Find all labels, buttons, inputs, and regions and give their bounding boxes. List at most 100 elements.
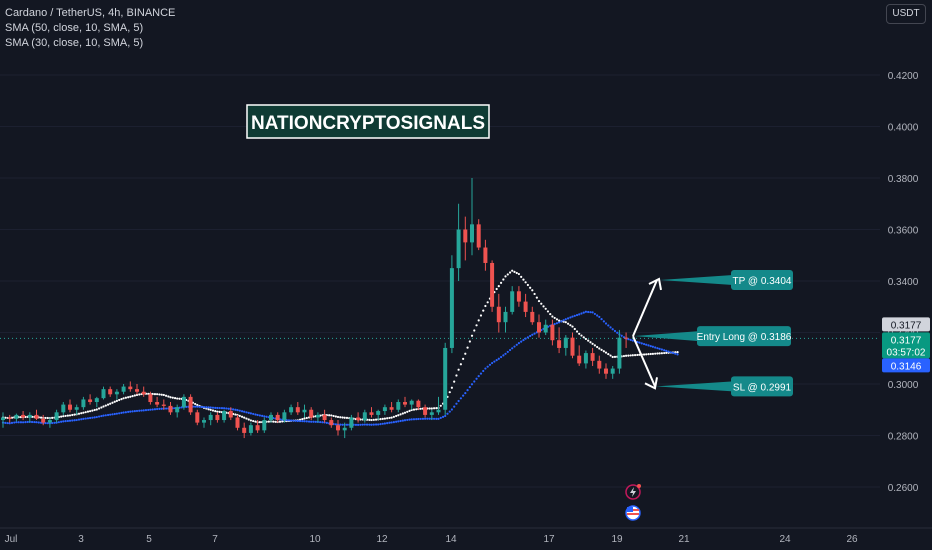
candle-body bbox=[14, 414, 19, 419]
price-axis[interactable]: 0.26000.28000.30000.32000.34000.36000.38… bbox=[880, 0, 932, 528]
sma-dot bbox=[245, 417, 248, 420]
sma-dot bbox=[390, 421, 393, 424]
sma-dot bbox=[24, 421, 27, 424]
us-flag-icon[interactable] bbox=[625, 505, 641, 521]
sma-dot bbox=[401, 419, 404, 422]
sma-dot bbox=[484, 304, 487, 308]
sma-dot bbox=[6, 421, 9, 425]
sma-dot bbox=[428, 417, 431, 420]
sma-dot bbox=[448, 410, 451, 413]
sma-dot bbox=[156, 407, 159, 411]
symbol-title[interactable]: Cardano / TetherUS, 4h, BINANCE bbox=[5, 7, 176, 19]
sma-dot bbox=[211, 406, 215, 409]
y-tick-label: 0.2800 bbox=[888, 432, 919, 443]
sma-dot bbox=[258, 414, 261, 417]
grid bbox=[0, 74, 880, 488]
sma-dot bbox=[133, 410, 136, 413]
sma-dot bbox=[475, 324, 478, 327]
sma-dot bbox=[544, 307, 547, 310]
sl-arrowhead bbox=[644, 377, 658, 390]
sma-dot bbox=[164, 394, 168, 397]
sma-dot bbox=[106, 413, 110, 417]
sma-dot bbox=[383, 422, 386, 425]
sma-50-legend[interactable]: SMA (50, close, 10, SMA, 5) bbox=[5, 22, 144, 34]
sma-dot bbox=[22, 421, 25, 424]
sma-dot bbox=[636, 353, 639, 357]
sma-dot bbox=[341, 423, 344, 426]
sma-dot bbox=[432, 407, 436, 410]
candle-body bbox=[181, 396, 186, 408]
watermark-text: NATIONCRYPTOSIGNALS bbox=[251, 113, 485, 134]
x-tick-label: 12 bbox=[376, 534, 388, 545]
candle-body bbox=[7, 417, 12, 419]
candle-body bbox=[74, 407, 79, 410]
sma-dot bbox=[658, 352, 661, 355]
sma-dot bbox=[457, 368, 460, 371]
candle-body bbox=[175, 407, 180, 413]
x-tick-label: 7 bbox=[212, 534, 218, 545]
sma-dot bbox=[278, 420, 282, 423]
candle-body bbox=[483, 247, 488, 263]
sma-dot bbox=[372, 418, 375, 421]
sma-dot bbox=[631, 354, 634, 357]
sma-dot bbox=[555, 318, 559, 321]
sma-dot bbox=[412, 418, 416, 421]
sma-dot bbox=[167, 395, 170, 398]
candle-body bbox=[550, 324, 555, 341]
sma-dot bbox=[437, 417, 440, 420]
sma-dot bbox=[571, 315, 574, 318]
x-tick-label: 26 bbox=[846, 534, 858, 545]
sma-dot bbox=[35, 421, 38, 424]
sma-dot bbox=[388, 421, 391, 424]
sma-dot bbox=[479, 314, 483, 317]
sma-dot bbox=[537, 299, 541, 303]
sma-dot bbox=[491, 361, 494, 365]
sma-dot bbox=[651, 345, 655, 348]
x-tick-label: 14 bbox=[445, 534, 457, 545]
y-tick-label: 0.3800 bbox=[888, 174, 919, 185]
sma-dot bbox=[120, 411, 123, 414]
sma-dot bbox=[115, 412, 118, 415]
candle-body bbox=[202, 420, 206, 423]
candle-body bbox=[81, 399, 86, 408]
sma-dot bbox=[200, 405, 203, 409]
sma-dot bbox=[598, 347, 601, 350]
y-tick-label: 0.2600 bbox=[888, 483, 919, 494]
sma-dot bbox=[196, 403, 199, 407]
projection-arrows bbox=[632, 277, 662, 390]
y-tick-label: 0.4000 bbox=[888, 123, 919, 134]
sma-dot bbox=[104, 404, 107, 407]
sma-dot bbox=[388, 416, 391, 420]
sma-dot bbox=[169, 396, 172, 399]
candle-body bbox=[228, 411, 233, 418]
sma-dot bbox=[129, 410, 132, 413]
sma-dot bbox=[95, 415, 98, 419]
dividend-lightning-icon[interactable] bbox=[625, 484, 641, 500]
sma-dot bbox=[62, 420, 65, 423]
candle-body bbox=[510, 291, 515, 312]
sma-dot bbox=[368, 423, 371, 426]
sma-dot bbox=[60, 420, 63, 423]
sma-dot bbox=[312, 420, 315, 423]
sma-dot bbox=[80, 418, 83, 421]
sma-30-legend[interactable]: SMA (30, close, 10, SMA, 5) bbox=[5, 37, 144, 49]
sma-dot bbox=[575, 313, 579, 317]
sma-dot bbox=[252, 412, 255, 416]
currency-button[interactable]: USDT bbox=[886, 4, 926, 24]
sma-dot bbox=[484, 367, 487, 370]
sma-dot bbox=[564, 318, 567, 321]
event-icons[interactable] bbox=[625, 484, 641, 521]
sma-dot bbox=[97, 407, 101, 410]
sma-30-line bbox=[1, 310, 679, 427]
candle-body bbox=[617, 337, 622, 369]
sma-dot bbox=[406, 418, 409, 422]
time-axis[interactable]: Jul 3 5 7 10 12 14 17 19 21 24 26 bbox=[0, 527, 932, 545]
candle-body bbox=[215, 414, 220, 421]
sma-dot bbox=[647, 344, 650, 347]
sma-dot bbox=[93, 408, 96, 412]
sma-dot bbox=[84, 411, 87, 414]
sma-dot bbox=[551, 315, 554, 318]
sma-dot bbox=[399, 413, 402, 416]
sma-dot bbox=[622, 354, 626, 358]
